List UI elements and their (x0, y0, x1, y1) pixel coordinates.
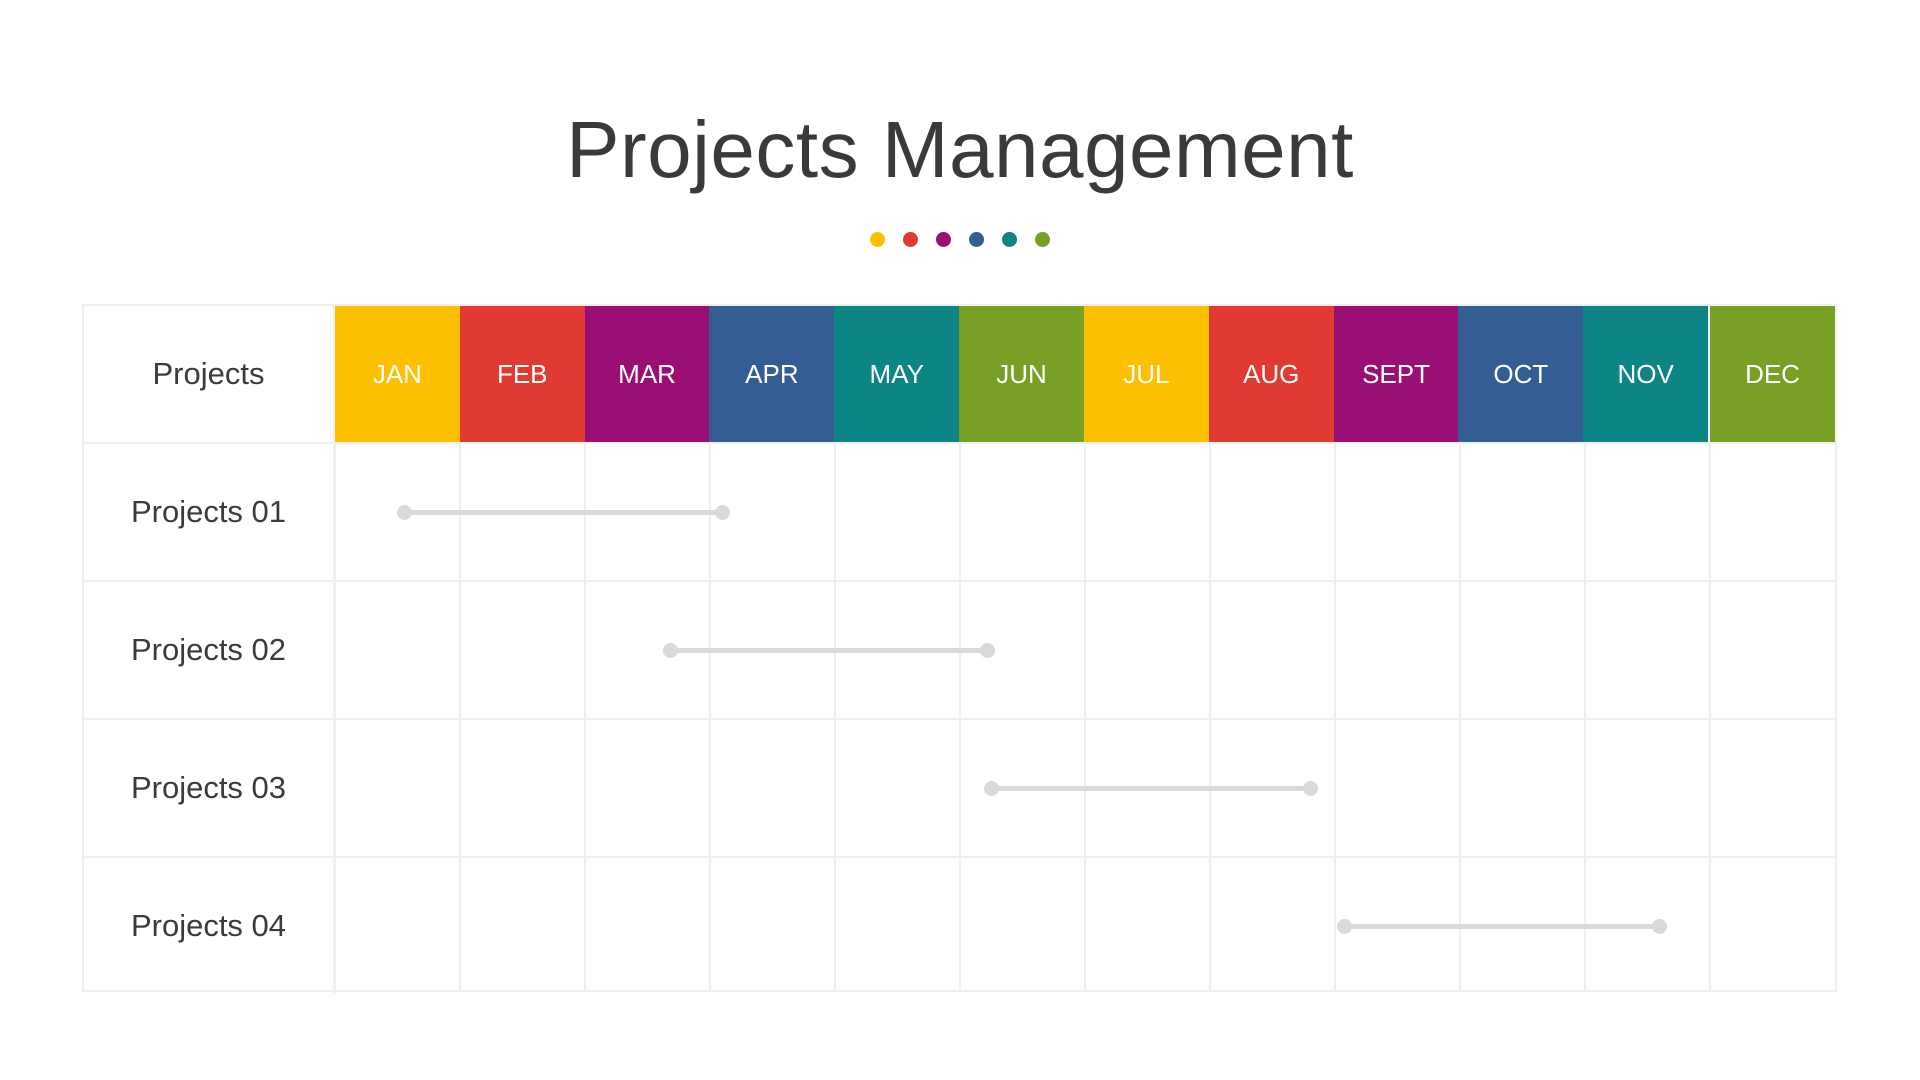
grid-line (584, 442, 586, 990)
month-header-feb: FEB (459, 306, 585, 442)
month-header-jul: JUL (1083, 306, 1209, 442)
dot-icon (1002, 232, 1017, 247)
gantt-table: Projects JAN FEB MAR APR MAY JUN JUL AUG SEPT OCT… (82, 304, 1837, 994)
project-timeline-bar (1336, 919, 1667, 934)
grid-line (1584, 442, 1586, 990)
project-row: Projects 04 (84, 856, 1835, 994)
timeline-start-marker (1336, 919, 1352, 934)
project-label: Projects 02 (84, 582, 335, 718)
month-header-nov: NOV (1583, 306, 1709, 442)
month-header-dec: DEC (1708, 306, 1835, 442)
project-timeline-bar (396, 505, 730, 520)
header-row: Projects JAN FEB MAR APR MAY JUN JUL AUG SEPT OCT… (84, 306, 1835, 442)
grid-line (834, 442, 836, 990)
grid-line (1709, 442, 1711, 990)
dot-icon (903, 232, 918, 247)
month-header-may: MAY (834, 306, 960, 442)
grid-line (709, 442, 711, 990)
timeline-end-marker (1652, 919, 1667, 934)
timeline-start-marker (984, 781, 1000, 796)
grid-line (1209, 442, 1211, 990)
dot-icon (936, 232, 951, 247)
month-header-aug: AUG (1208, 306, 1334, 442)
timeline-start-marker (396, 505, 412, 520)
project-timeline-bar (663, 643, 995, 658)
page-title: Projects Management (566, 105, 1354, 194)
grid-line (959, 442, 961, 990)
project-label: Projects 04 (84, 858, 335, 994)
project-timeline-bar (984, 781, 1319, 796)
grid-line (1334, 442, 1336, 990)
grid-line (459, 442, 461, 990)
header-projects-label: Projects (84, 306, 335, 442)
dot-icon (1035, 232, 1050, 247)
timeline-end-marker (1303, 781, 1319, 796)
dot-icon (870, 232, 885, 247)
month-header-mar: MAR (584, 306, 710, 442)
timeline-end-marker (979, 643, 995, 658)
month-header-jun: JUN (959, 306, 1084, 442)
timeline-end-marker (714, 505, 730, 520)
project-row: Projects 02 (84, 580, 1835, 718)
grid-line (1459, 442, 1461, 990)
decorative-dots (0, 232, 1920, 247)
dot-icon (969, 232, 984, 247)
grid-line (334, 442, 336, 990)
month-header-jan: JAN (335, 306, 460, 442)
project-row: Projects 01 (84, 442, 1835, 580)
month-header-sept: SEPT (1333, 306, 1459, 442)
timeline-start-marker (663, 643, 678, 658)
project-row: Projects 03 (84, 718, 1835, 856)
month-header-oct: OCT (1458, 306, 1584, 442)
project-label: Projects 01 (84, 444, 335, 580)
month-header-apr: APR (709, 306, 835, 442)
project-label: Projects 03 (84, 720, 335, 856)
grid-line (1084, 442, 1086, 990)
